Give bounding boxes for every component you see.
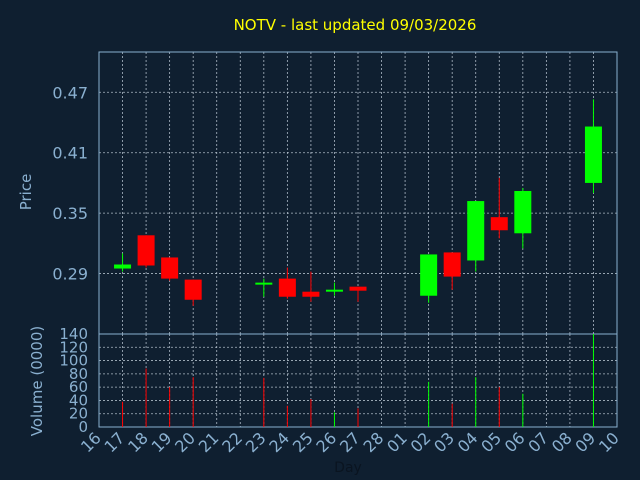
candle-09 xyxy=(584,99,602,193)
volume-tick-label: 40 xyxy=(69,391,88,409)
price-tick-label: 0.29 xyxy=(52,265,88,284)
candle-19 xyxy=(161,257,179,281)
price-tick-label: 0.35 xyxy=(52,204,88,223)
candle-body xyxy=(514,190,532,234)
volume-axis-label: Volume (0000) xyxy=(28,326,46,436)
x-axis-label: Day xyxy=(334,460,362,476)
candle-06 xyxy=(514,187,532,249)
candle-body xyxy=(443,252,461,277)
candle-05 xyxy=(490,177,508,239)
candle-body xyxy=(255,282,273,285)
candle-body xyxy=(114,264,132,269)
candle-26 xyxy=(325,282,343,296)
candle-body xyxy=(302,291,320,297)
candle-23 xyxy=(255,278,273,297)
volume-tick-label: 80 xyxy=(69,365,88,383)
volume-tick-label: 100 xyxy=(59,352,88,370)
volume-tick-label: 140 xyxy=(59,325,88,343)
candle-body xyxy=(184,279,202,300)
candle-17 xyxy=(114,253,132,272)
volume-tick-label: 20 xyxy=(69,405,88,423)
volume-tick-label: 0 xyxy=(78,418,88,436)
candle-body xyxy=(161,257,179,279)
x-axis: 1617181920212223242526272801020304050607… xyxy=(77,428,623,456)
candle-body xyxy=(420,254,438,296)
candle-24 xyxy=(278,267,296,299)
candle-body xyxy=(467,201,485,261)
candle-25 xyxy=(302,271,320,302)
candle-body xyxy=(490,217,508,231)
candle-20 xyxy=(184,279,202,306)
candle-body xyxy=(349,286,367,291)
candle-body xyxy=(325,289,343,292)
volume-tick-label: 120 xyxy=(59,338,88,356)
volume-tick-label: 60 xyxy=(69,378,88,396)
candle-body xyxy=(584,126,602,183)
candle-02 xyxy=(420,254,438,303)
candle-body xyxy=(278,278,296,297)
price-panel: 0.29 0.35 0.41 0.47 xyxy=(52,51,618,335)
price-tick-label: 0.47 xyxy=(52,83,88,102)
candle-03 xyxy=(443,252,461,290)
price-tick-label: 0.41 xyxy=(52,144,88,163)
price-axis-label: Price xyxy=(17,174,35,211)
candle-18 xyxy=(137,235,155,268)
candle-04 xyxy=(467,201,485,272)
chart-title: NOTV - last updated 09/03/2026 xyxy=(234,16,477,34)
candle-body xyxy=(137,235,155,266)
candle-27 xyxy=(349,286,367,302)
